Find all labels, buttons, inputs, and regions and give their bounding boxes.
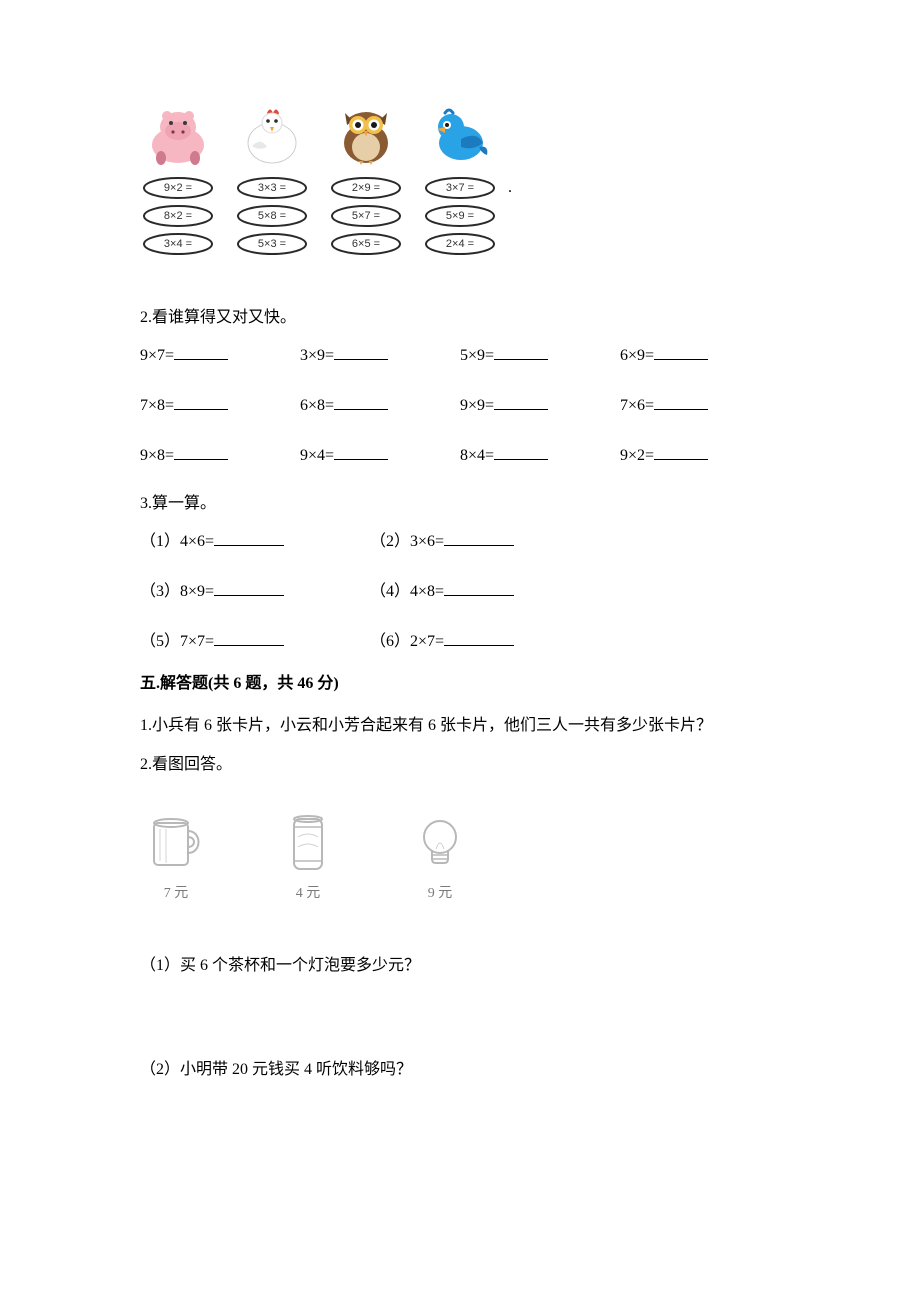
svg-text:3×7 =: 3×7 = — [446, 182, 474, 194]
egg-item: 8×2 = — [140, 204, 216, 228]
svg-text:8×2 =: 8×2 = — [164, 210, 192, 222]
answer-blank[interactable] — [174, 395, 228, 410]
section5-q1: 1.小兵有 6 张卡片，小云和小芳合起来有 6 张卡片，他们三人一共有多少张卡片… — [140, 712, 780, 739]
price-mug-label: 7 元 — [164, 883, 189, 904]
egg-item: 3×3 = — [234, 176, 310, 200]
calc-item: 9×2= — [620, 444, 780, 468]
q3-title: 3.算一算。 — [140, 492, 780, 516]
answer-blank[interactable] — [654, 395, 708, 410]
q2-title: 2.看谁算得又对又快。 — [140, 306, 780, 330]
price-mug: 7 元 — [140, 807, 212, 904]
answer-blank[interactable] — [214, 631, 284, 646]
svg-text:9×2 =: 9×2 = — [164, 182, 192, 194]
answer-blank[interactable] — [444, 581, 514, 596]
calc-item: 9×9= — [460, 394, 620, 418]
svg-text:3×3 =: 3×3 = — [258, 182, 286, 194]
answer-blank[interactable] — [654, 445, 708, 460]
answer-blank[interactable] — [214, 581, 284, 596]
calc-item: 9×8= — [140, 444, 300, 468]
egg-item: 5×9 = — [422, 204, 498, 228]
answer-blank[interactable] — [214, 531, 284, 546]
hippo-icon — [140, 100, 216, 170]
svg-text:5×3 =: 5×3 = — [258, 238, 286, 250]
q2-grid: 9×7=3×9=5×9=6×9= 7×8=6×8=9×9=7×6= 9×8=9×4=… — [140, 344, 780, 468]
answer-blank[interactable] — [444, 531, 514, 546]
egg-item: 5×3 = — [234, 232, 310, 256]
can-icon — [272, 807, 344, 879]
eggs-row: 8×2 = 5×8 = 5×7 = 5×9 = — [140, 204, 780, 228]
eggs-grid: 9×2 = 3×3 = 2×9 = 3×7 =. 8×2 = 5×8 = 5×7 = 5×9 … — [140, 176, 780, 256]
egg-item: 2×9 = — [328, 176, 404, 200]
calc-item: 6×8= — [300, 394, 460, 418]
answer-blank[interactable] — [174, 445, 228, 460]
egg-item: 9×2 = — [140, 176, 216, 200]
calc-item: 6×9= — [620, 344, 780, 368]
eggs-row: 9×2 = 3×3 = 2×9 = 3×7 =. — [140, 176, 780, 200]
animals-row — [140, 100, 780, 170]
calc-item: （5）7×7= — [140, 630, 370, 654]
egg-item: 3×4 = — [140, 232, 216, 256]
answer-blank[interactable] — [654, 345, 708, 360]
section5-q2-title: 2.看图回答。 — [140, 753, 780, 777]
svg-text:5×8 =: 5×8 = — [258, 210, 286, 222]
answer-blank[interactable] — [494, 395, 548, 410]
bird-icon — [422, 100, 498, 170]
prices-row: 7 元 4 元 9 元 — [140, 807, 780, 904]
answer-blank[interactable] — [174, 345, 228, 360]
owl-icon — [328, 100, 404, 170]
egg-item: 5×7 = — [328, 204, 404, 228]
answer-blank[interactable] — [334, 395, 388, 410]
calc-item: 5×9= — [460, 344, 620, 368]
trailing-dot: . — [508, 176, 512, 200]
price-bulb-label: 9 元 — [428, 883, 453, 904]
section5-title: 五.解答题(共 6 题，共 46 分) — [140, 672, 780, 696]
calc-item: 7×6= — [620, 394, 780, 418]
calc-item: （4）4×8= — [370, 580, 600, 604]
eggs-row: 3×4 = 5×3 = 6×5 = 2×4 = — [140, 232, 780, 256]
answer-blank[interactable] — [334, 445, 388, 460]
svg-text:3×4 =: 3×4 = — [164, 238, 192, 250]
worksheet-page: 9×2 = 3×3 = 2×9 = 3×7 =. 8×2 = 5×8 = 5×7 = 5×9 … — [0, 0, 920, 1222]
calc-item: （6）2×7= — [370, 630, 600, 654]
egg-item: 5×8 = — [234, 204, 310, 228]
answer-blank[interactable] — [444, 631, 514, 646]
calc-item: 8×4= — [460, 444, 620, 468]
calc-item: （1）4×6= — [140, 530, 370, 554]
calc-item: 9×4= — [300, 444, 460, 468]
chicken-icon — [234, 100, 310, 170]
price-can-label: 4 元 — [296, 883, 321, 904]
section5-sub2: （2）小明带 20 元钱买 4 听饮料够吗？ — [140, 1058, 780, 1082]
calc-item: 7×8= — [140, 394, 300, 418]
q3-grid: （1）4×6=（2）3×6= （3）8×9=（4）4×8= （5）7×7=（6）2×… — [140, 530, 780, 654]
calc-item: 9×7= — [140, 344, 300, 368]
calc-item: （3）8×9= — [140, 580, 370, 604]
answer-blank[interactable] — [334, 345, 388, 360]
bulb-icon — [404, 807, 476, 879]
egg-item: 6×5 = — [328, 232, 404, 256]
svg-text:5×9 =: 5×9 = — [446, 210, 474, 222]
mug-icon — [140, 807, 212, 879]
price-bulb: 9 元 — [404, 807, 476, 904]
answer-blank[interactable] — [494, 345, 548, 360]
egg-item: 2×4 = — [422, 232, 498, 256]
svg-text:6×5 =: 6×5 = — [352, 238, 380, 250]
egg-item: 3×7 = — [422, 176, 498, 200]
price-can: 4 元 — [272, 807, 344, 904]
calc-item: （2）3×6= — [370, 530, 600, 554]
svg-text:2×4 =: 2×4 = — [446, 238, 474, 250]
section5-sub1: （1）买 6 个茶杯和一个灯泡要多少元？ — [140, 954, 780, 978]
svg-text:5×7 =: 5×7 = — [352, 210, 380, 222]
answer-blank[interactable] — [494, 445, 548, 460]
svg-text:2×9 =: 2×9 = — [352, 182, 380, 194]
calc-item: 3×9= — [300, 344, 460, 368]
